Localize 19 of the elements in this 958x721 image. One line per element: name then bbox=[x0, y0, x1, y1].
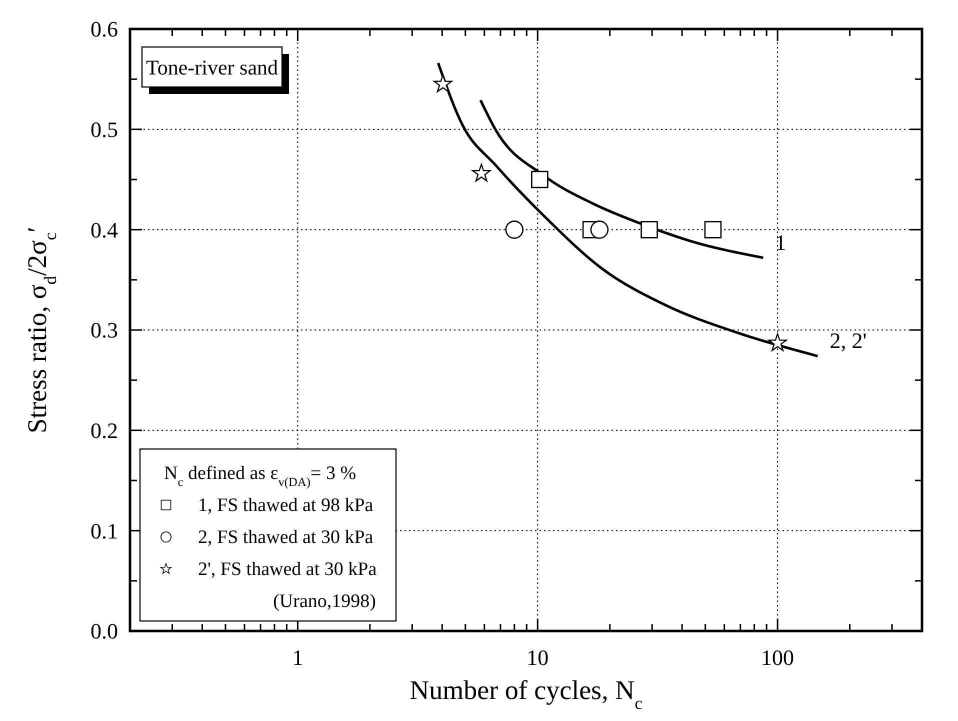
y-tick-label: 0.3 bbox=[90, 318, 118, 343]
series-label: 2, 2' bbox=[830, 328, 867, 354]
x-tick-label: 100 bbox=[761, 645, 794, 670]
y-tick-label: 0.5 bbox=[90, 117, 118, 142]
x-axis-title: Number of cycles, N$_{c}$ bbox=[410, 675, 643, 713]
x-tick-label: 10 bbox=[526, 645, 549, 670]
y-tick-label: 0.1 bbox=[90, 518, 118, 544]
series-label: 1 bbox=[775, 230, 786, 255]
y-tick-label: 0.2 bbox=[90, 418, 118, 444]
y-tick-label: 0.0 bbox=[90, 618, 118, 644]
annotation: (Urano,1998) bbox=[273, 591, 376, 612]
y-tick-label: 0.4 bbox=[90, 217, 118, 242]
legend-title: N$_{c}$ defined as ε$_{v(DA)}$= 3 % bbox=[164, 463, 356, 489]
y-tick-label: 0.6 bbox=[90, 16, 118, 42]
legend-label: 2', FS thawed at 30 kPa bbox=[198, 559, 378, 580]
text: Tone-river sand bbox=[146, 55, 279, 80]
legend-label: 1, FS thawed at 98 kPa bbox=[198, 495, 374, 516]
legend-label: 2, FS thawed at 30 kPa bbox=[198, 527, 374, 548]
x-tick-label: 1 bbox=[292, 645, 304, 670]
